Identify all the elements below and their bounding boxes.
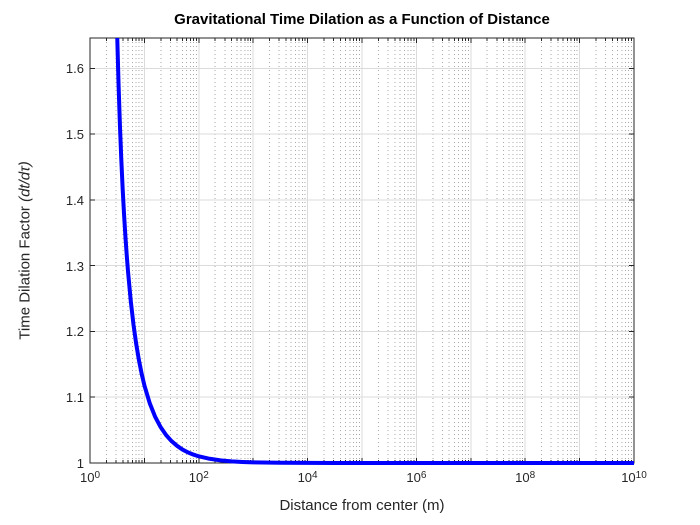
time-dilation-curve (115, 38, 634, 465)
x-axis-label: Distance from center (m) (279, 497, 445, 514)
x-tick-label: 106 (406, 470, 427, 485)
x-tick-label: 1010 (621, 470, 647, 485)
y-tick-label: 1 (76, 456, 84, 471)
y-tick-label: 1.1 (65, 390, 84, 406)
x-tick-label: 102 (188, 470, 209, 485)
y-axis-label-math: (dt/dτ) (16, 160, 34, 202)
y-tick-label: 1.5 (65, 127, 84, 143)
y-tick-label: 1.2 (65, 324, 84, 340)
x-tick-label: 104 (297, 470, 318, 485)
x-tick-label: 108 (515, 470, 536, 485)
y-tick-label: 1.6 (65, 61, 84, 77)
y-axis-label-text: Time Dilation Factor (dt/dτ) (17, 161, 34, 339)
y-axis-label-plain: Time Dilation Factor (16, 201, 34, 340)
chart-title: Gravitational Time Dilation as a Functio… (174, 11, 550, 28)
grid-layer (90, 38, 634, 463)
y-tick-label: 1.3 (65, 258, 84, 274)
y-tick-label: 1.4 (65, 192, 84, 208)
x-tick-label: 100 (79, 470, 101, 485)
